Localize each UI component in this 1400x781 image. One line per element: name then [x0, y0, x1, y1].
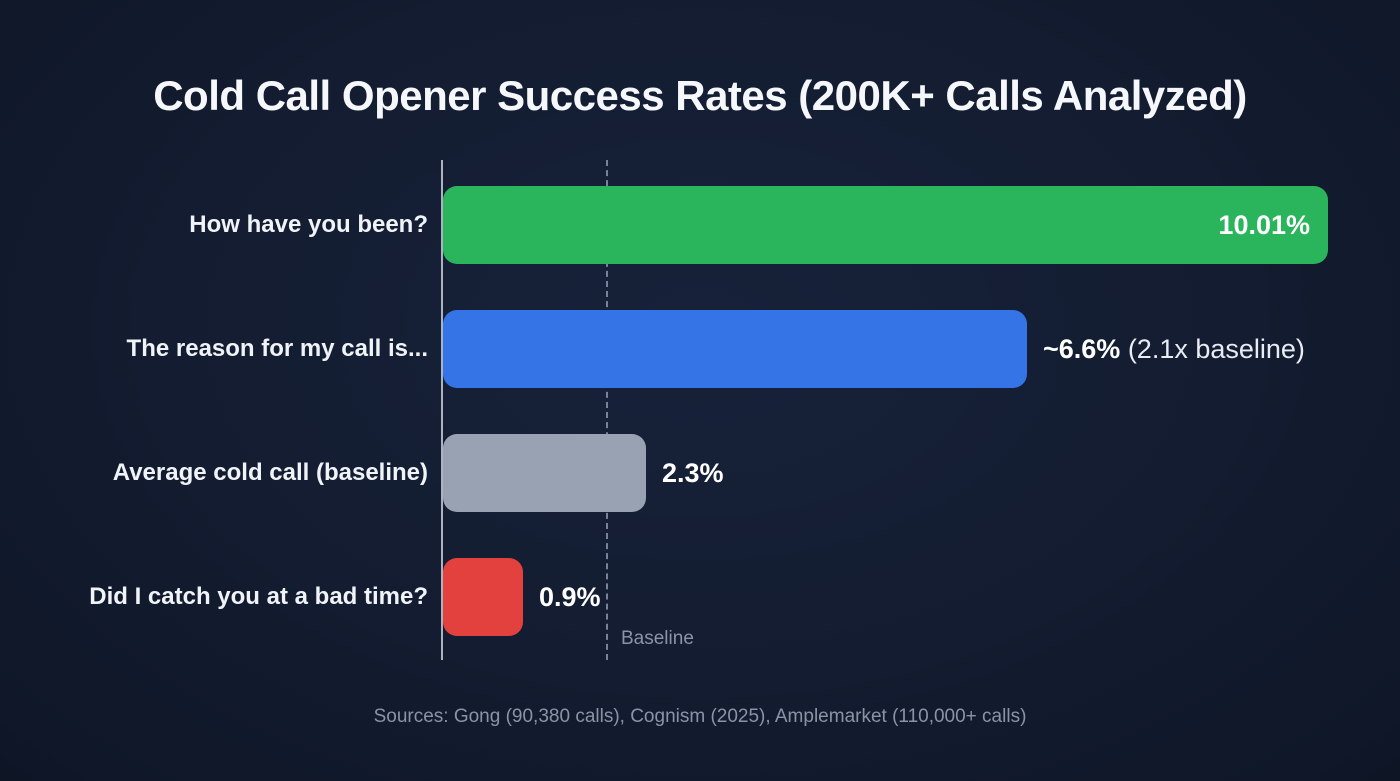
bar-row: Did I catch you at a bad time? 0.9%	[0, 558, 1400, 636]
bar-value-label: 2.3%	[662, 434, 724, 512]
bar-category-label: The reason for my call is...	[126, 335, 428, 362]
bar-row: The reason for my call is... ~6.6% (2.1x …	[0, 310, 1400, 388]
baseline-dashed-line	[606, 160, 608, 660]
bar-row: Average cold call (baseline) 2.3%	[0, 434, 1400, 512]
y-axis-line	[441, 160, 443, 660]
bar-category-label: How have you been?	[189, 211, 428, 238]
sources-text: Sources: Gong (90,380 calls), Cognism (2…	[373, 706, 1027, 727]
bar-value-label: 0.9%	[539, 558, 601, 636]
bar-category-label: Did I catch you at a bad time?	[89, 583, 428, 610]
baseline-label: Baseline	[621, 628, 694, 649]
bar-value: 0.9%	[539, 582, 601, 612]
bar-value: ~6.6%	[1043, 334, 1121, 364]
bar-value-suffix: (2.1x baseline)	[1120, 334, 1305, 364]
bar-value: 2.3%	[662, 458, 724, 488]
bar	[443, 310, 1027, 388]
bar-row: How have you been? 10.01%	[0, 186, 1400, 264]
bar-value: 10.01%	[1218, 210, 1310, 240]
bar	[443, 186, 1328, 264]
bar-value-label: 10.01%	[1218, 186, 1310, 264]
bar-category-label: Average cold call (baseline)	[112, 459, 428, 486]
bar-value-label: ~6.6% (2.1x baseline)	[1043, 310, 1305, 388]
bar	[443, 434, 646, 512]
bar	[443, 558, 523, 636]
page-title: Cold Call Opener Success Rates (200K+ Ca…	[153, 72, 1247, 119]
